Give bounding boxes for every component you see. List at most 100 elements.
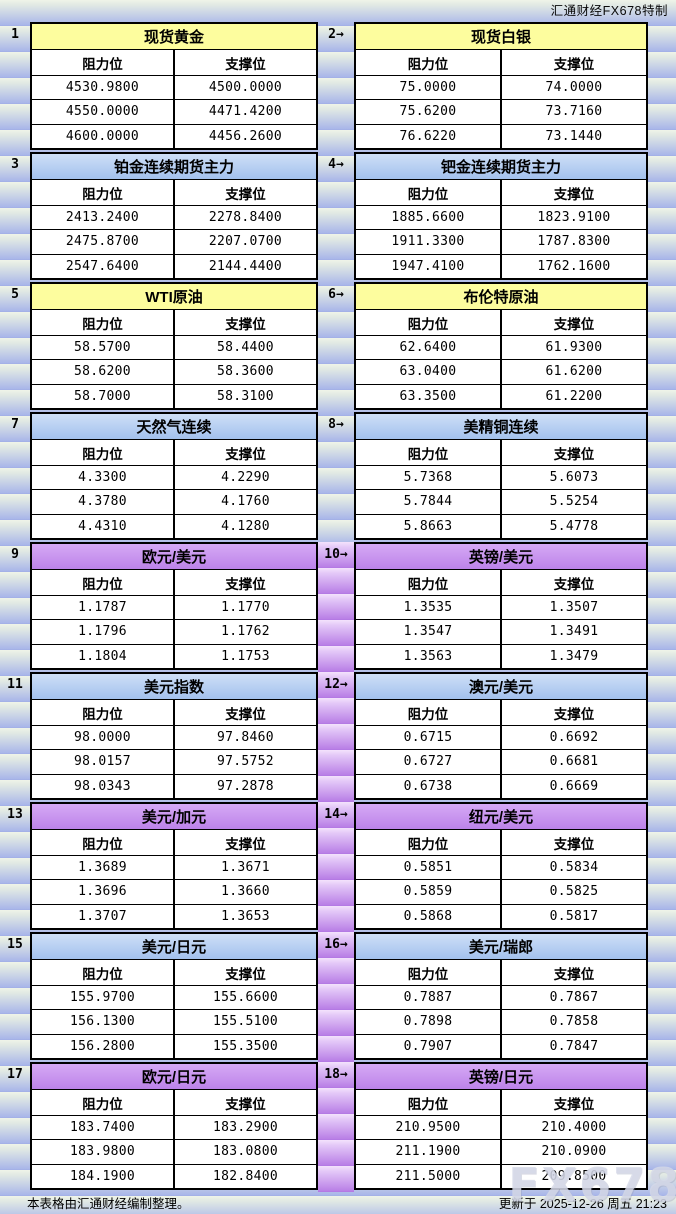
row-number-column: 11 (0, 672, 30, 802)
column-header-row: 阻力位 支撑位 (356, 830, 646, 856)
resistance-value: 1.3547 (403, 624, 453, 640)
support-column-header: 支撑位 (500, 440, 646, 465)
price-row: 156.1300 155.5100 (32, 1010, 316, 1035)
resistance-value: 2547.6400 (65, 258, 140, 274)
right-edge-column (648, 542, 676, 672)
mid-gap-column: 8→ (318, 412, 354, 542)
table-title: 天然气连续 (32, 414, 316, 440)
support-value: 1.1762 (173, 620, 316, 644)
table-number-label: 7 (11, 417, 19, 432)
price-row: 4.3300 4.2290 (32, 466, 316, 491)
support-column-header: 支撑位 (500, 1090, 646, 1115)
price-row: 183.9800 183.0800 (32, 1140, 316, 1165)
right-edge-column (648, 1062, 676, 1192)
resistance-value: 0.5851 (403, 860, 453, 876)
instrument-table: 布伦特原油 阻力位 支撑位 62.6400 61.9300 63.0400 61.6200 6… (354, 282, 648, 410)
price-row: 1.3707 1.3653 (32, 904, 316, 928)
table-number-label: 6→ (328, 287, 344, 302)
resistance-value: 58.6200 (74, 364, 131, 380)
resistance-value: 0.6738 (403, 778, 453, 794)
resistance-value: 0.7898 (403, 1014, 453, 1030)
table-pair-row: 9 欧元/美元 阻力位 支撑位 1.1787 1.1770 1.1796 1.1762 1.18… (0, 542, 676, 672)
price-row: 1885.6600 1823.9100 (356, 206, 646, 231)
instrument-table: 现货白银 阻力位 支撑位 75.0000 74.0000 75.6200 73.7160 76… (354, 22, 648, 150)
resistance-value: 2475.8700 (65, 234, 140, 250)
table-number-label: 16→ (324, 937, 348, 952)
row-number-column: 1 (0, 22, 30, 152)
support-value: 73.1440 (500, 124, 646, 148)
support-value: 4.2290 (173, 466, 316, 490)
mid-gap-column: 18→ (318, 1062, 354, 1192)
resistance-value: 4.4310 (78, 518, 127, 534)
table-number-label: 1 (11, 27, 19, 42)
support-value: 0.5817 (500, 904, 646, 928)
resistance-value: 76.6220 (399, 128, 457, 144)
resistance-value: 184.1900 (69, 1168, 135, 1184)
resistance-value: 211.5000 (395, 1168, 461, 1184)
price-row: 183.7400 183.2900 (32, 1116, 316, 1141)
resistance-value: 0.5859 (403, 884, 453, 900)
resistance-value: 98.0000 (74, 730, 131, 746)
resistance-value: 156.2800 (69, 1038, 135, 1054)
support-value: 155.5100 (173, 1010, 316, 1034)
table-title: WTI原油 (32, 284, 316, 310)
table-title: 美元/瑞郎 (356, 934, 646, 960)
support-value: 209.8500 (500, 1164, 646, 1188)
price-row: 0.6727 0.6681 (356, 750, 646, 775)
table-number-label: 14→ (324, 807, 348, 822)
row-number-column: 5 (0, 282, 30, 412)
resistance-value: 183.7400 (69, 1120, 135, 1136)
resistance-column-header: 阻力位 (82, 1096, 123, 1112)
resistance-column-header: 阻力位 (82, 836, 123, 852)
table-number-label: 11 (7, 677, 23, 692)
price-row: 4.3780 4.1760 (32, 490, 316, 515)
price-row: 98.0157 97.5752 (32, 750, 316, 775)
price-row: 211.5000 209.8500 (356, 1164, 646, 1188)
support-value: 0.5834 (500, 856, 646, 880)
price-row: 1.3689 1.3671 (32, 856, 316, 881)
price-row: 58.5700 58.4400 (32, 336, 316, 361)
price-row: 0.7887 0.7867 (356, 986, 646, 1011)
price-row: 58.7000 58.3100 (32, 384, 316, 408)
resistance-value: 4600.0000 (65, 128, 140, 144)
support-value: 5.5254 (500, 490, 646, 514)
resistance-value: 58.7000 (74, 388, 131, 404)
resistance-value: 4550.0000 (65, 104, 140, 120)
price-row: 0.6715 0.6692 (356, 726, 646, 751)
table-title: 欧元/美元 (32, 544, 316, 570)
table-title: 现货白银 (356, 24, 646, 50)
resistance-column-header: 阻力位 (407, 186, 449, 202)
support-value: 155.3500 (173, 1034, 316, 1058)
instrument-table: 天然气连续 阻力位 支撑位 4.3300 4.2290 4.3780 4.1760 4.431… (30, 412, 318, 540)
support-value: 1.3671 (173, 856, 316, 880)
support-value: 1787.8300 (500, 230, 646, 254)
resistance-column-header: 阻力位 (82, 446, 123, 462)
support-value: 2207.0700 (173, 230, 316, 254)
table-title: 纽元/美元 (356, 804, 646, 830)
support-value: 4.1760 (173, 490, 316, 514)
support-value: 1.3491 (500, 620, 646, 644)
table-title: 钯金连续期货主力 (356, 154, 646, 180)
table-title: 美精铜连续 (356, 414, 646, 440)
support-value: 97.8460 (173, 726, 316, 750)
table-pair-row: 5 WTI原油 阻力位 支撑位 58.5700 58.4400 58.6200 58.3600… (0, 282, 676, 412)
column-header-row: 阻力位 支撑位 (32, 50, 316, 76)
resistance-column-header: 阻力位 (407, 966, 449, 982)
price-row: 1.1804 1.1753 (32, 644, 316, 668)
support-value: 61.6200 (500, 360, 646, 384)
resistance-column-header: 阻力位 (82, 56, 123, 72)
column-header-row: 阻力位 支撑位 (32, 310, 316, 336)
support-value: 1.1753 (173, 644, 316, 668)
table-number-label: 12→ (324, 677, 348, 692)
support-value: 74.0000 (500, 76, 646, 100)
resistance-column-header: 阻力位 (407, 316, 449, 332)
price-row: 1.1787 1.1770 (32, 596, 316, 621)
mid-gap-column: 4→ (318, 152, 354, 282)
resistance-value: 75.6200 (399, 104, 457, 120)
support-value: 1.3507 (500, 596, 646, 620)
resistance-value: 0.6727 (403, 754, 453, 770)
resistance-value: 1.3696 (78, 884, 127, 900)
resistance-column-header: 阻力位 (407, 56, 449, 72)
mid-gap-column: 6→ (318, 282, 354, 412)
price-row: 2413.2400 2278.8400 (32, 206, 316, 231)
